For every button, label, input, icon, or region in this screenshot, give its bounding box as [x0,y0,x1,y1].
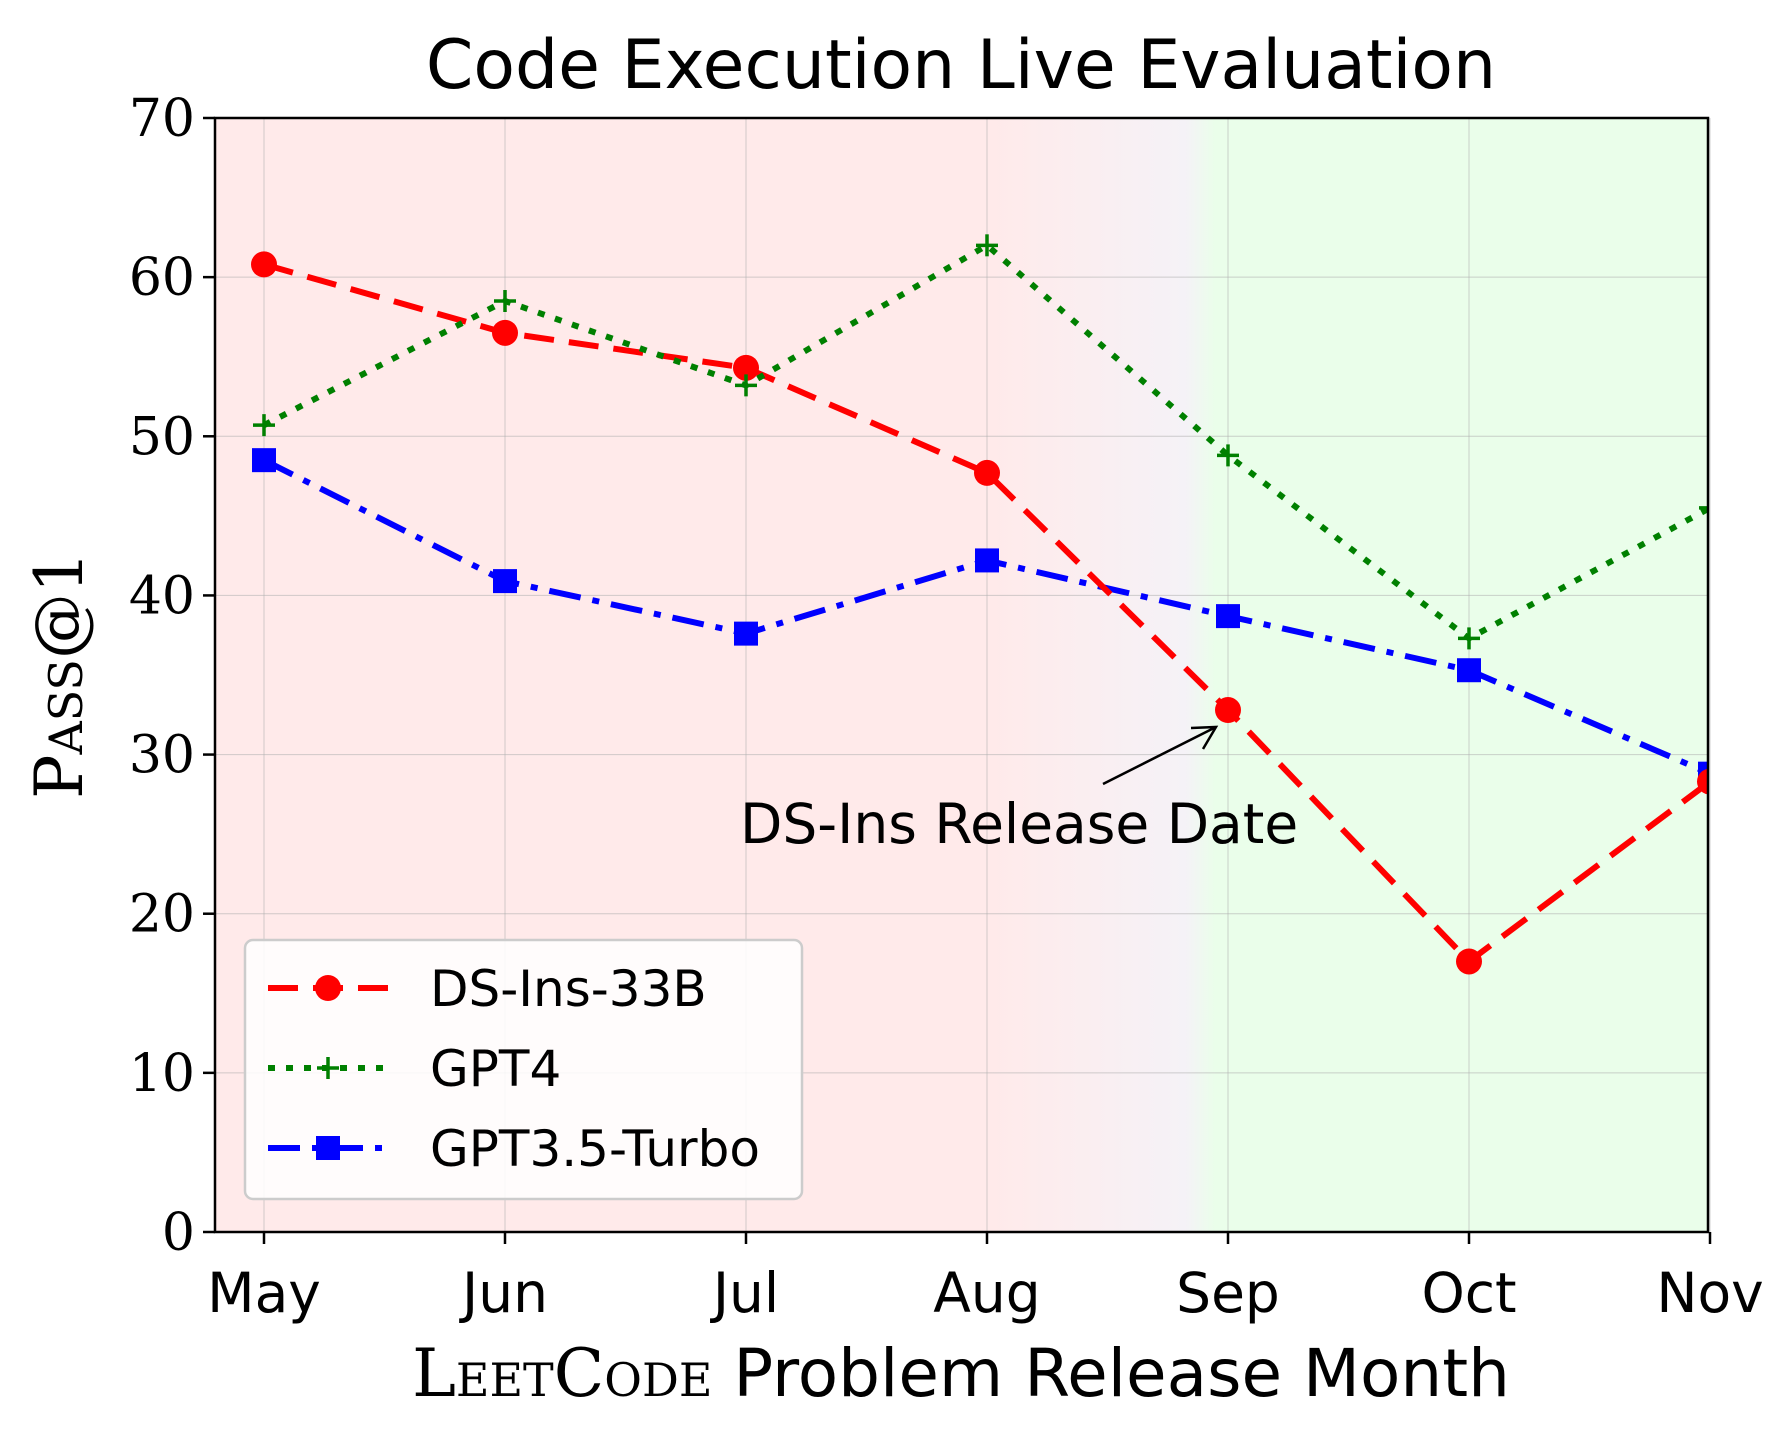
y-axis-label: Pass@1 [21,551,98,799]
legend: DS-Ins-33B GPT4 GPT3.5-Turbo [243,938,804,1201]
series-gpt4 [253,234,1708,650]
x-tick-label: May [207,1261,321,1325]
legend-item-gpt3-5-turbo: GPT3.5-Turbo [268,1120,760,1178]
x-axis-label-rest: Problem Release Month [712,1335,1510,1412]
annotation-arrow-head [1190,725,1219,750]
series-gpt3-5-turbo [252,448,1708,786]
data-point-gpt3-5-turbo [1216,604,1240,629]
series-ds-ins-33b [251,251,1708,975]
legend-label: GPT3.5-Turbo [430,1120,760,1178]
data-point-gpt4 [976,234,998,257]
x-tick-label: Jul [710,1261,779,1325]
data-point-gpt3-5-turbo [734,621,758,646]
data-point-gpt4 [1217,444,1239,467]
data-point-gpt3-5-turbo [252,448,276,473]
y-tick-label: 70 [129,89,195,149]
y-tick-label: 10 [129,1044,195,1104]
y-tick-label: 40 [129,566,195,626]
data-point-ds-ins-33b [1215,697,1241,724]
legend-label: DS-Ins-33B [430,960,707,1018]
legend-box [243,938,804,1201]
x-tick-label: Sep [1176,1261,1280,1325]
data-point-ds-ins-33b [492,319,518,346]
data-point-ds-ins-33b [1697,768,1708,795]
data-point-gpt3-5-turbo [493,569,517,594]
annotation-arrow-line [1102,725,1217,786]
legend-swatch-marker [316,1136,340,1160]
chart-title: Code Execution Live Evaluation [426,26,1496,105]
series-layer [251,234,1708,975]
data-point-gpt3-5-turbo [1457,658,1481,683]
x-tick-label: Oct [1421,1261,1516,1325]
release-annotation: DS-Ins Release Date [740,725,1298,856]
x-tick-label: Nov [1656,1261,1763,1325]
data-point-gpt4 [735,374,757,397]
legend-swatch-marker [315,975,341,1001]
x-axis-label: LeetCode Problem Release Month [412,1335,1510,1412]
plot-frame [213,116,1710,1234]
data-point-gpt4 [1699,506,1708,510]
axis-ticks: May Jun Jul Aug Sep Oct Nov 0 10 20 30 40 50 60 70 [129,89,1764,1325]
data-point-gpt4 [253,414,275,437]
legend-swatch-marker [317,1057,339,1079]
y-tick-label: 20 [129,885,195,945]
y-tick-label: 60 [129,248,195,308]
legend-item-gpt4: GPT4 [268,1040,561,1098]
y-tick-label: 50 [129,407,195,467]
x-axis-label-lead: LeetCode [412,1335,712,1412]
data-point-ds-ins-33b [974,459,1000,486]
legend-item-ds-ins-33b: DS-Ins-33B [268,960,707,1018]
annotation-text: DS-Ins Release Date [740,792,1298,856]
data-point-ds-ins-33b [733,354,759,381]
data-point-gpt4 [494,290,516,313]
y-tick-label: 0 [162,1203,195,1263]
data-point-ds-ins-33b [1456,948,1482,975]
x-tick-label: Aug [933,1261,1040,1325]
data-point-gpt3-5-turbo [975,548,999,573]
y-tick-label: 30 [129,726,195,786]
data-point-gpt4 [1458,627,1480,650]
data-point-ds-ins-33b [251,251,277,278]
legend-label: GPT4 [430,1040,561,1098]
x-tick-label: Jun [459,1261,548,1325]
